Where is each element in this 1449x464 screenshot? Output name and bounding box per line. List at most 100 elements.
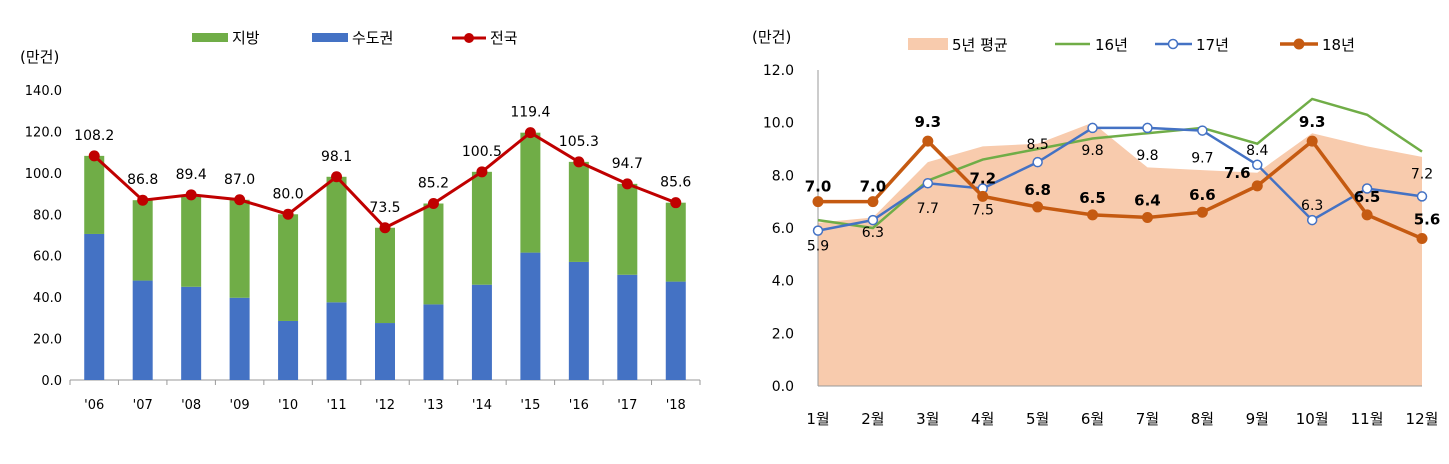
y-tick-label: 40.0 — [33, 291, 62, 306]
data-label-17년: 7.2 — [1411, 166, 1433, 182]
data-label: 100.5 — [462, 144, 502, 160]
point-전국 — [621, 178, 633, 190]
bar-수도권 — [326, 302, 347, 380]
data-label: 105.3 — [559, 134, 599, 150]
y-tick-label: 80.0 — [33, 208, 62, 223]
point-18년 — [1251, 180, 1263, 192]
x-tick-label: 8월 — [1191, 410, 1214, 428]
area-5년-평균 — [818, 122, 1422, 387]
x-tick-label: 6월 — [1081, 410, 1104, 428]
point-18년 — [1416, 233, 1428, 245]
legend-swatch-지방 — [192, 33, 228, 42]
point-17년 — [1306, 214, 1318, 226]
x-tick-label: 3월 — [916, 410, 939, 428]
bar-지방 — [423, 203, 444, 305]
x-tick-label: '13 — [423, 398, 443, 413]
bar-지방 — [520, 132, 541, 253]
x-tick-label: '12 — [375, 398, 395, 413]
y-tick-label: 4.0 — [772, 274, 794, 290]
data-label: 94.7 — [612, 156, 643, 172]
bar-지방 — [132, 200, 153, 281]
data-label: 85.2 — [418, 176, 449, 192]
bar-지방 — [326, 176, 347, 303]
point-17년 — [1252, 159, 1263, 171]
legend-label: 17년 — [1196, 36, 1229, 54]
x-tick-label: '10 — [278, 398, 298, 413]
data-label-18년: 9.3 — [1299, 113, 1326, 131]
data-label-18년: 9.3 — [915, 113, 942, 131]
legend-label: 전국 — [490, 29, 518, 47]
bar-지방 — [278, 214, 299, 321]
bar-수도권 — [278, 320, 299, 380]
y-tick-label: 12.0 — [763, 63, 794, 79]
data-label: 86.8 — [127, 172, 158, 188]
monthly-transactions-chart: (만건) 0.0 2.0 4.0 6.0 8.0 10.0 12.0 5.9 6.3 7.7 7.5 8… — [752, 28, 1441, 428]
point-17년 — [1142, 122, 1153, 134]
y-tick-label: 60.0 — [33, 250, 62, 265]
data-label-18년: 6.6 — [1189, 186, 1216, 204]
data-label-18년: 5.6 — [1414, 211, 1441, 229]
bar-지방 — [568, 161, 589, 262]
x-tick-label: '15 — [520, 398, 540, 413]
point-18년 — [812, 196, 824, 208]
legend-label: 수도권 — [352, 29, 393, 47]
point-전국 — [524, 127, 536, 139]
x-tick-label: 2월 — [861, 410, 884, 428]
x-tick-label: 7월 — [1136, 410, 1159, 428]
y-unit-label: (만건) — [752, 28, 791, 46]
data-label-18년: 6.5 — [1354, 188, 1381, 206]
bar-수도권 — [665, 281, 686, 380]
point-18년 — [1361, 209, 1373, 221]
point-전국 — [185, 189, 197, 201]
bar-수도권 — [181, 286, 202, 380]
point-17년 — [922, 177, 934, 189]
legend-marker-18년 — [1293, 38, 1305, 50]
data-label-17년: 9.7 — [1191, 151, 1213, 167]
y-tick-label: 2.0 — [772, 326, 794, 342]
x-tick-label: 1월 — [806, 410, 829, 428]
x-tick-label: '17 — [617, 398, 637, 413]
bar-수도권 — [568, 261, 589, 380]
data-label: 119.4 — [510, 105, 550, 121]
point-전국 — [670, 197, 682, 209]
x-tick-label: '16 — [569, 398, 589, 413]
data-label-17년: 7.7 — [917, 201, 939, 217]
legend-marker-17년 — [1167, 38, 1179, 50]
point-전국 — [476, 166, 488, 178]
bar-수도권 — [471, 284, 492, 380]
legend-label: 18년 — [1322, 36, 1355, 54]
bar-지방 — [84, 155, 105, 234]
point-전국 — [331, 171, 343, 183]
point-18년 — [1306, 135, 1318, 147]
annual-transactions-chart: (만건) 0.0 20.0 40.0 60.0 80.0 100.0 120.0 140.0 10… — [20, 29, 701, 413]
point-전국 — [379, 222, 391, 234]
point-17년 — [812, 225, 824, 236]
bar-수도권 — [84, 233, 105, 380]
legend-swatch-5년-평균 — [908, 38, 948, 50]
y-tick-label: 140.0 — [25, 84, 62, 99]
legend-label: 지방 — [232, 29, 260, 47]
x-tick-label: '07 — [133, 398, 153, 413]
bar-지방 — [181, 194, 202, 287]
point-전국 — [282, 208, 294, 220]
data-label: 85.6 — [660, 175, 691, 191]
legend-label: 5년 평균 — [952, 36, 1008, 54]
bar-수도권 — [520, 252, 541, 380]
point-18년 — [922, 135, 934, 147]
x-tick-label: '08 — [181, 398, 201, 413]
point-전국 — [137, 194, 149, 206]
data-label-17년: 8.5 — [1027, 137, 1049, 153]
data-label-18년: 6.8 — [1024, 181, 1051, 199]
data-label: 89.4 — [176, 167, 207, 183]
x-tick-label: '11 — [326, 398, 346, 413]
y-tick-label: 120.0 — [25, 125, 62, 140]
y-tick-label: 0.0 — [772, 379, 794, 395]
point-17년 — [1032, 156, 1043, 168]
y-tick-label: 100.0 — [25, 167, 62, 182]
x-tick-label: 12월 — [1406, 410, 1439, 428]
data-label: 98.1 — [321, 149, 352, 165]
data-label-17년: 8.4 — [1246, 143, 1268, 159]
x-tick-label: '09 — [230, 398, 250, 413]
x-tick-label: 5월 — [1026, 410, 1049, 428]
data-label-18년: 6.4 — [1134, 191, 1161, 209]
